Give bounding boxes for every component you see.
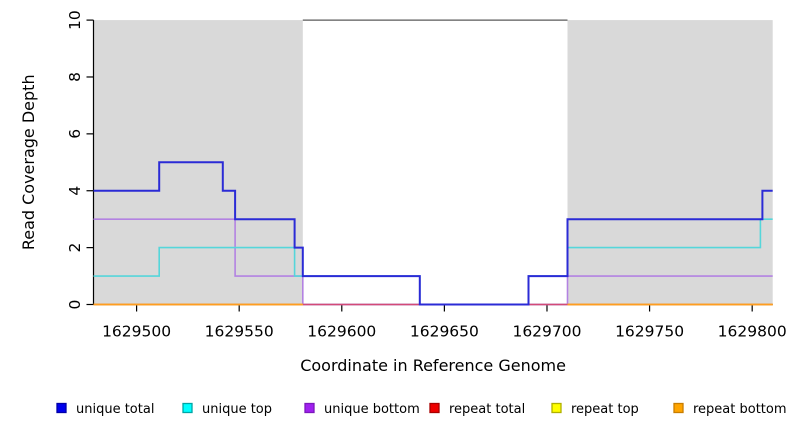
y-tick-label: 2 bbox=[66, 243, 84, 253]
x-tick-label: 1629550 bbox=[205, 323, 274, 341]
series-line-unique-bottom bbox=[93, 218, 773, 306]
y-tick-label: 4 bbox=[66, 186, 84, 196]
x-tick-label: 1629700 bbox=[512, 323, 581, 341]
y-tick-label: 0 bbox=[66, 300, 84, 310]
repeat-region-highlight-2 bbox=[567, 20, 773, 305]
legend-label-unique-top: unique top bbox=[202, 402, 272, 417]
series-line-unique-total bbox=[93, 161, 773, 306]
legend-swatch-repeat-total bbox=[429, 402, 440, 414]
y-axis-title: Read Coverage Depth bbox=[19, 74, 38, 250]
x-tick-label: 1629650 bbox=[410, 323, 479, 341]
legend-label-repeat-bottom: repeat bottom bbox=[693, 402, 787, 417]
legend-swatch-unique-total bbox=[56, 402, 67, 414]
y-tick-label: 8 bbox=[66, 72, 84, 82]
x-tick-label: 1629750 bbox=[615, 323, 684, 341]
x-tick-label: 1629800 bbox=[718, 323, 787, 341]
y-tick-label: 6 bbox=[66, 129, 84, 139]
legend-swatch-repeat-top bbox=[551, 402, 562, 414]
legend-swatch-unique-top bbox=[182, 402, 193, 414]
x-tick-label: 1629600 bbox=[307, 323, 376, 341]
legend-swatch-repeat-bottom bbox=[673, 402, 684, 414]
legend-label-repeat-top: repeat top bbox=[571, 402, 639, 417]
x-tick-label: 1629500 bbox=[102, 323, 171, 341]
x-axis-title: Coordinate in Reference Genome bbox=[300, 356, 566, 375]
legend-label-repeat-total: repeat total bbox=[449, 402, 525, 417]
legend-label-unique-bottom: unique bottom bbox=[324, 402, 420, 417]
y-tick-label: 10 bbox=[66, 10, 84, 30]
legend-label-unique-total: unique total bbox=[76, 402, 154, 417]
legend-swatch-unique-bottom bbox=[304, 402, 315, 414]
